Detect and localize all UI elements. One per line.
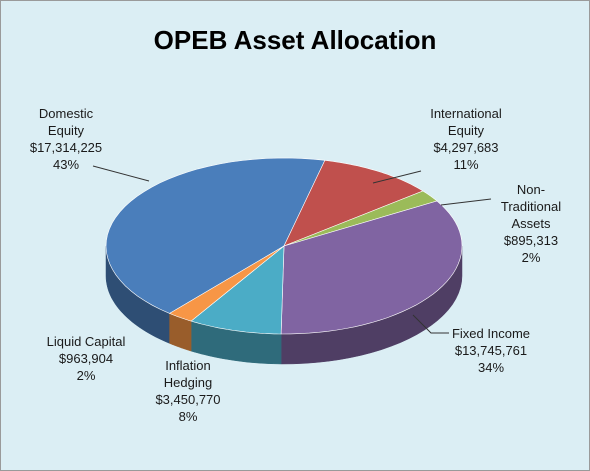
chart-title: OPEB Asset Allocation [153, 25, 437, 55]
value-label: $17,314,225 [29, 140, 103, 155]
slice-label: Fixed Income $13,745,761 34% [426, 325, 556, 376]
pie-slice [280, 200, 463, 335]
leader-line [412, 314, 449, 334]
leader-lines [92, 165, 492, 334]
leader-line [372, 170, 422, 184]
pie-slice [105, 157, 326, 314]
slice-sides [105, 245, 463, 365]
pie [105, 157, 463, 365]
category-label: Inflation Hedging [163, 358, 213, 390]
percent-label: 2% [521, 250, 541, 265]
percent-label: 34% [477, 360, 505, 375]
value-label: $963,904 [58, 351, 114, 366]
category-label: Fixed Income [451, 326, 531, 341]
percent-label: 43% [52, 157, 80, 172]
value-label: $4,297,683 [433, 140, 499, 155]
category-label: Liquid Capital [46, 334, 126, 349]
slice-label: Liquid Capital $963,904 2% [26, 333, 146, 384]
slice-label: Inflation Hedging $3,450,770 8% [138, 357, 238, 425]
leader-line [440, 198, 492, 206]
slice-label: Domestic Equity $17,314,225 43% [11, 105, 121, 173]
leader-line [92, 165, 150, 182]
value-label: $3,450,770 [155, 392, 221, 407]
slice-label: International Equity $4,297,683 11% [411, 105, 521, 173]
pie-slice [283, 190, 438, 247]
pie-slice [283, 159, 424, 247]
value-label: $13,745,761 [454, 343, 528, 358]
category-label: Non-Traditional Assets [500, 182, 562, 231]
percent-label: 8% [178, 409, 198, 424]
pie-slice [190, 245, 285, 335]
value-label: $895,313 [503, 233, 559, 248]
category-label: Domestic Equity [38, 106, 94, 138]
slice-tops [105, 157, 463, 335]
percent-label: 2% [76, 368, 96, 383]
slice-label: Non-Traditional Assets $895,313 2% [481, 181, 581, 266]
percent-label: 11% [453, 157, 479, 172]
category-label: International Equity [430, 106, 502, 138]
pie-slice [168, 245, 285, 322]
